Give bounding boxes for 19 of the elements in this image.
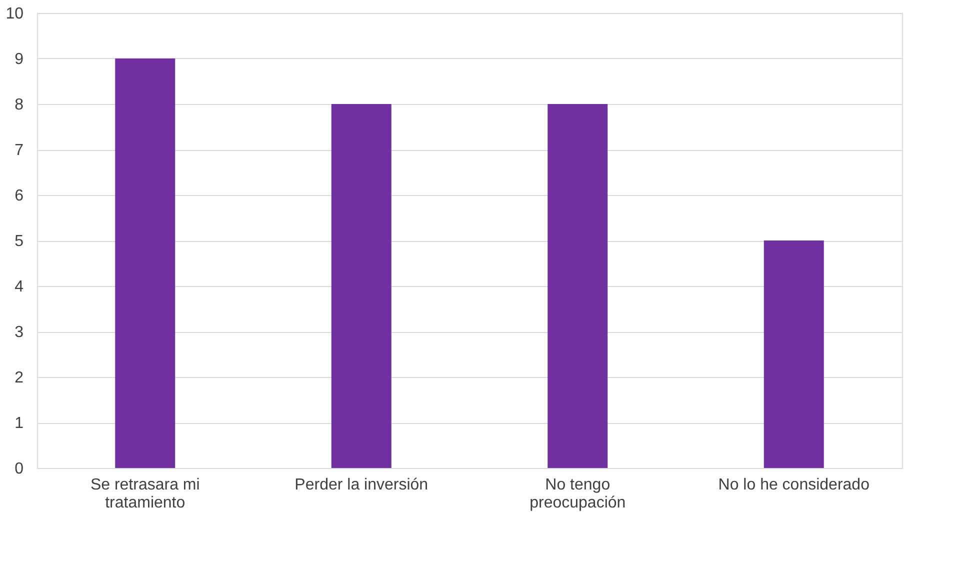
y-tick-label: 10: [6, 6, 24, 22]
bar: [331, 104, 392, 468]
y-tick-label: 0: [14, 460, 24, 478]
y-tick-label: 3: [14, 324, 24, 341]
y-tick-label: 9: [14, 51, 24, 68]
x-tick-label: No tengo preocupación: [530, 476, 626, 512]
y-tick-label: 2: [14, 370, 24, 386]
y-tick-label: 6: [14, 188, 24, 204]
bar: [115, 58, 176, 468]
x-tick-label: Se retrasara mi tratamiento: [90, 476, 200, 512]
bar: [764, 240, 824, 468]
y-tick-label: 1: [14, 415, 24, 432]
x-tick-label: Perder la inversión: [294, 476, 428, 494]
y-tick-label: 7: [14, 142, 24, 159]
y-tick-label: 4: [14, 278, 24, 296]
y-tick-label: 8: [14, 96, 24, 114]
y-tick-label: 5: [14, 233, 24, 250]
bar: [548, 104, 608, 468]
x-tick-label: No lo he considerado: [718, 476, 870, 494]
